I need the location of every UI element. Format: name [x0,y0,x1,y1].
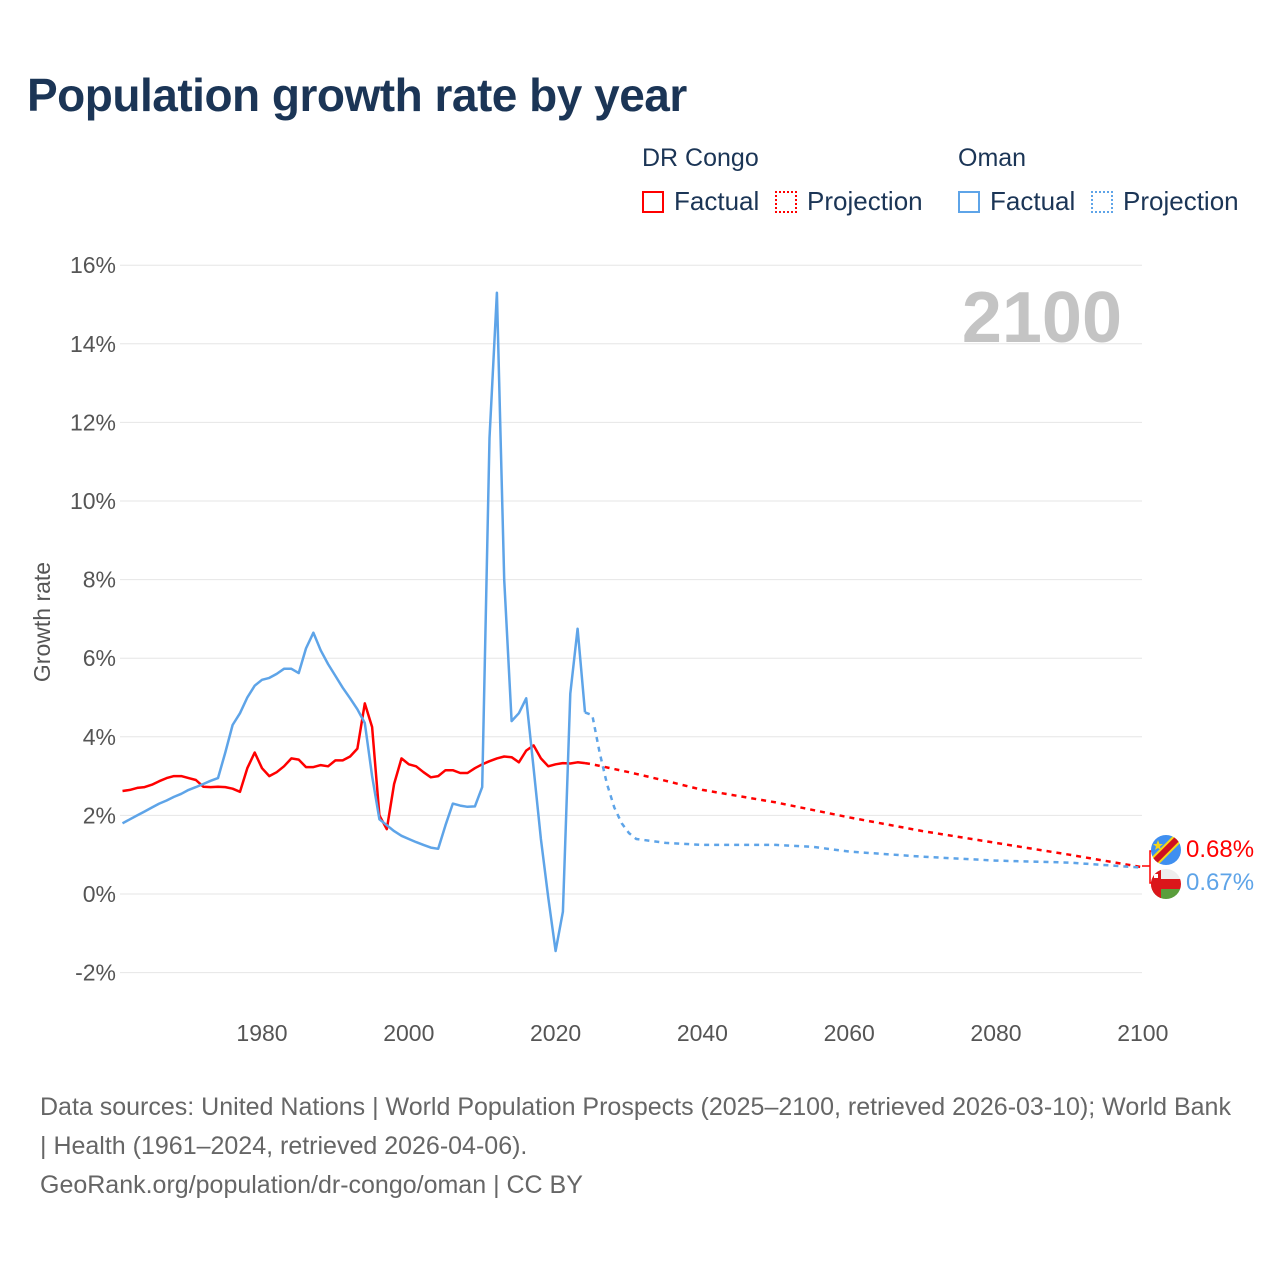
legend-drc-projection[interactable]: Projection [775,186,923,217]
data-sources: Data sources: United Nations | World Pop… [40,1093,1231,1160]
x-tick-label: 2080 [970,1020,1021,1046]
legend-label: Factual [990,186,1076,216]
x-tick-label: 2060 [824,1020,875,1046]
legend-oman-projection[interactable]: Projection [1091,186,1239,217]
legend-label: Projection [1123,186,1239,216]
legend-label: Projection [807,186,923,216]
series-line-oman-projection [584,711,1143,869]
x-tick-label: 2000 [383,1020,434,1046]
chart-plot: -2% 0% 2% 4% 6% 8% 10% 12% 14% 16% 1980 2000 2020 204… [29,252,1254,1046]
x-tick-label: 2040 [677,1020,728,1046]
y-tick-label: 6% [83,645,116,671]
oman-end-value: 0.67% [1186,869,1254,896]
source-link[interactable]: GeoRank.org/population/dr-congo/oman | C… [40,1171,583,1199]
year-indicator: 2100 [962,278,1122,358]
series-line-dr-congo-factual [122,702,586,831]
y-tick-label: 10% [70,488,116,514]
y-tick-label: 16% [70,252,116,278]
y-tick-label: -2% [75,960,116,986]
y-tick-label: 4% [83,724,116,750]
x-tick-label: 2100 [1117,1020,1168,1046]
x-tick-label: 1980 [236,1020,287,1046]
y-tick-label: 2% [83,802,116,828]
x-tick-label: 2020 [530,1020,581,1046]
legend-group-oman: Oman [958,144,1027,172]
legend-oman-factual[interactable]: Factual [958,186,1075,217]
legend-label: Factual [674,186,760,216]
series-line-oman-factual [121,291,587,953]
y-tick-label: 0% [83,881,116,907]
legend-swatch-solid [958,190,980,213]
y-tick-label: 14% [70,331,116,357]
legend-swatch-solid [642,190,664,213]
y-tick-label: 8% [83,567,116,593]
drc-flag-icon [1151,835,1181,865]
y-axis-label: Growth rate [29,562,55,682]
oman-flag-icon [1151,869,1181,899]
drc-end-value: 0.68% [1186,836,1254,863]
legend-group-drc: DR Congo [642,144,759,172]
legend-drc-factual[interactable]: Factual [642,186,759,217]
series-line-dr-congo-projection [584,761,1144,869]
legend-swatch-dotted [775,190,797,213]
footer: Data sources: United Nations | World Pop… [40,1088,1240,1205]
y-tick-label: 12% [70,409,116,435]
chart-title: Population growth rate by year [27,69,687,121]
legend-swatch-dotted [1091,190,1113,213]
